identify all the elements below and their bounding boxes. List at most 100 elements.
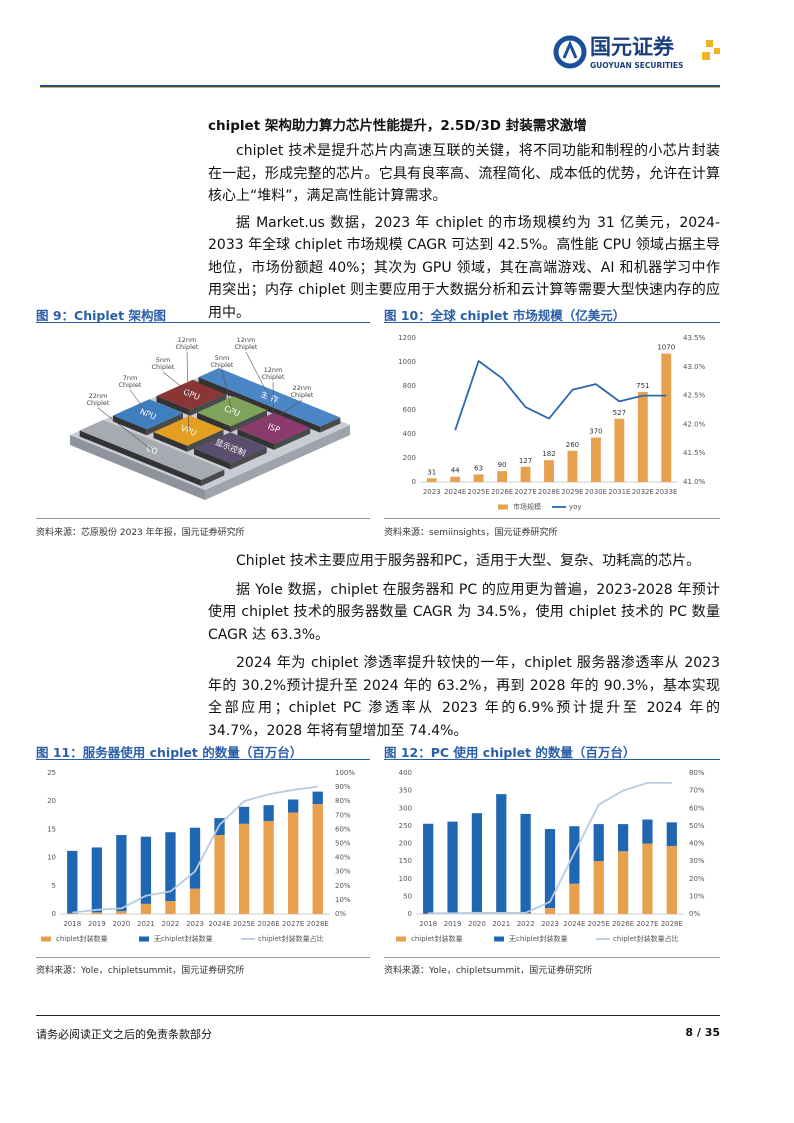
x-tick-label: 2024E [563, 920, 585, 928]
x-tick-label: 2029E [561, 488, 583, 496]
x-tick-label: 2018 [419, 920, 437, 928]
x-tick-label: 2020 [468, 920, 486, 928]
bar [238, 806, 250, 824]
bar [567, 450, 578, 482]
y-tick-label: 200 [399, 840, 412, 848]
callout-text: Chiplet [119, 381, 142, 389]
y2-tick-label: 10% [689, 892, 705, 900]
callout-node: 12nm [178, 336, 197, 344]
logo-square [706, 40, 713, 47]
chiplet-block-side [273, 427, 311, 450]
y2-tick-label: 60% [335, 825, 351, 833]
y2-tick-label: 70% [689, 787, 705, 795]
y-tick-label: 5 [52, 882, 56, 890]
chiplet-block-side [320, 417, 341, 433]
chiplet-block-side [198, 377, 321, 433]
logo-icon [562, 40, 578, 59]
x-tick-label: 2028E [538, 488, 560, 496]
y2-tick-label: 30% [335, 868, 351, 876]
x-tick-label: 2026E [258, 920, 280, 928]
y-tick-label: 50 [403, 892, 412, 900]
text-block: Chiplet 技术主要应用于服务器和PC，适用于大型、复杂、功耗高的芯片。 据… [208, 550, 720, 746]
bar [642, 843, 653, 914]
bar [165, 901, 176, 914]
figure-title: 图 9：Chiplet 架构图 [36, 308, 166, 323]
data-label: 90 [498, 461, 507, 469]
y2-tick-label: 0% [689, 910, 700, 918]
y2-tick-label: 0% [335, 910, 346, 918]
legend-label: chiplet封装数量 [411, 934, 463, 943]
y2-tick-label: 30% [689, 857, 705, 865]
y-tick-label: 600 [403, 406, 416, 414]
bar [189, 888, 201, 914]
y-tick-label: 150 [399, 857, 412, 865]
bar [67, 850, 78, 914]
logo: 国元证券 GUOYUAN SECURITIES [553, 35, 720, 70]
y2-tick-label: 41.0% [683, 478, 706, 486]
callout-node: 5nm [215, 354, 230, 362]
bar [569, 826, 580, 884]
logo-en: GUOYUAN SECURITIES [590, 61, 683, 70]
bar [471, 813, 483, 914]
x-tick-label: 2023 [186, 920, 204, 928]
x-tick-label: 2018 [63, 920, 81, 928]
bar [189, 827, 201, 889]
leader-line [221, 369, 233, 412]
bar [593, 824, 604, 862]
line-series [428, 782, 672, 915]
callout-node: 7nm [123, 374, 138, 382]
x-tick-label: 2026E [491, 488, 513, 496]
legend-swatch [396, 936, 406, 942]
bar [569, 883, 580, 914]
legend-label: chiplet封装数量占比 [613, 934, 679, 943]
bar [661, 353, 672, 482]
chart: 0 50 100 150 200 250 300 350 400 0% 10% 20% 30% 40% 50… [396, 769, 705, 943]
x-tick-label: 2027E [514, 488, 536, 496]
rule [384, 322, 720, 323]
y-tick-label: 10 [47, 854, 56, 862]
chart: 0 5 10 15 20 25 0% 10% 20% 30% 40% 50% 60% 70% 80% 90% 1… [41, 769, 355, 943]
rule [36, 759, 370, 760]
legend-label: chiplet封装数量 [56, 934, 108, 943]
data-label: 751 [636, 382, 649, 390]
x-tick-label: 2025E [233, 920, 255, 928]
y-tick-label: 15 [47, 825, 56, 833]
legend-swatch [494, 936, 504, 942]
x-tick-label: 2019 [444, 920, 462, 928]
chiplet-block-side [187, 429, 224, 452]
bar [426, 478, 437, 482]
chiplet-block-side [230, 447, 267, 470]
callout-node: 22nm [293, 384, 312, 392]
bar [642, 819, 653, 844]
text-block: chiplet 技术是提升芯片内高速互联的关键，将不同功能和制程的小芯片封装在一… [208, 140, 720, 328]
rule [36, 322, 370, 323]
line-series [454, 360, 667, 431]
x-tick-label: 2028E [661, 920, 683, 928]
logo-square [702, 52, 710, 60]
disclaimer: 请务必阅读正文之后的免责条款部分 [36, 1028, 212, 1041]
callout-node: 12nm [264, 366, 283, 374]
bar [312, 804, 323, 914]
source: 资料来源：Yole，chipletsummit，国元证券研究所 [36, 966, 245, 976]
y-tick-label: 1000 [398, 358, 416, 366]
y-tick-label: 0 [52, 910, 56, 918]
bar [520, 813, 531, 914]
x-tick-label: 2022 [162, 920, 180, 928]
x-tick-label: 2021 [137, 920, 155, 928]
bar [140, 836, 152, 904]
y2-tick-label: 20% [689, 875, 705, 883]
legend-label: chiplet封装数量占比 [258, 934, 324, 943]
chiplet-block-side [197, 412, 231, 433]
logo-icon [553, 35, 587, 69]
y-tick-label: 400 [403, 430, 416, 438]
bar [666, 845, 677, 914]
x-tick-label: 2025E [588, 920, 610, 928]
chiplet-block [79, 420, 225, 480]
callout-text: Chiplet [235, 343, 258, 351]
x-tick-label: 2021 [492, 920, 510, 928]
legend-swatch [498, 504, 508, 510]
section-title: chiplet 架构助力算力芯片性能提升，2.5D/3D 封装需求激增 [208, 118, 587, 134]
chiplet-block-side [156, 396, 191, 416]
bar [544, 908, 556, 914]
leader-line [245, 351, 270, 398]
